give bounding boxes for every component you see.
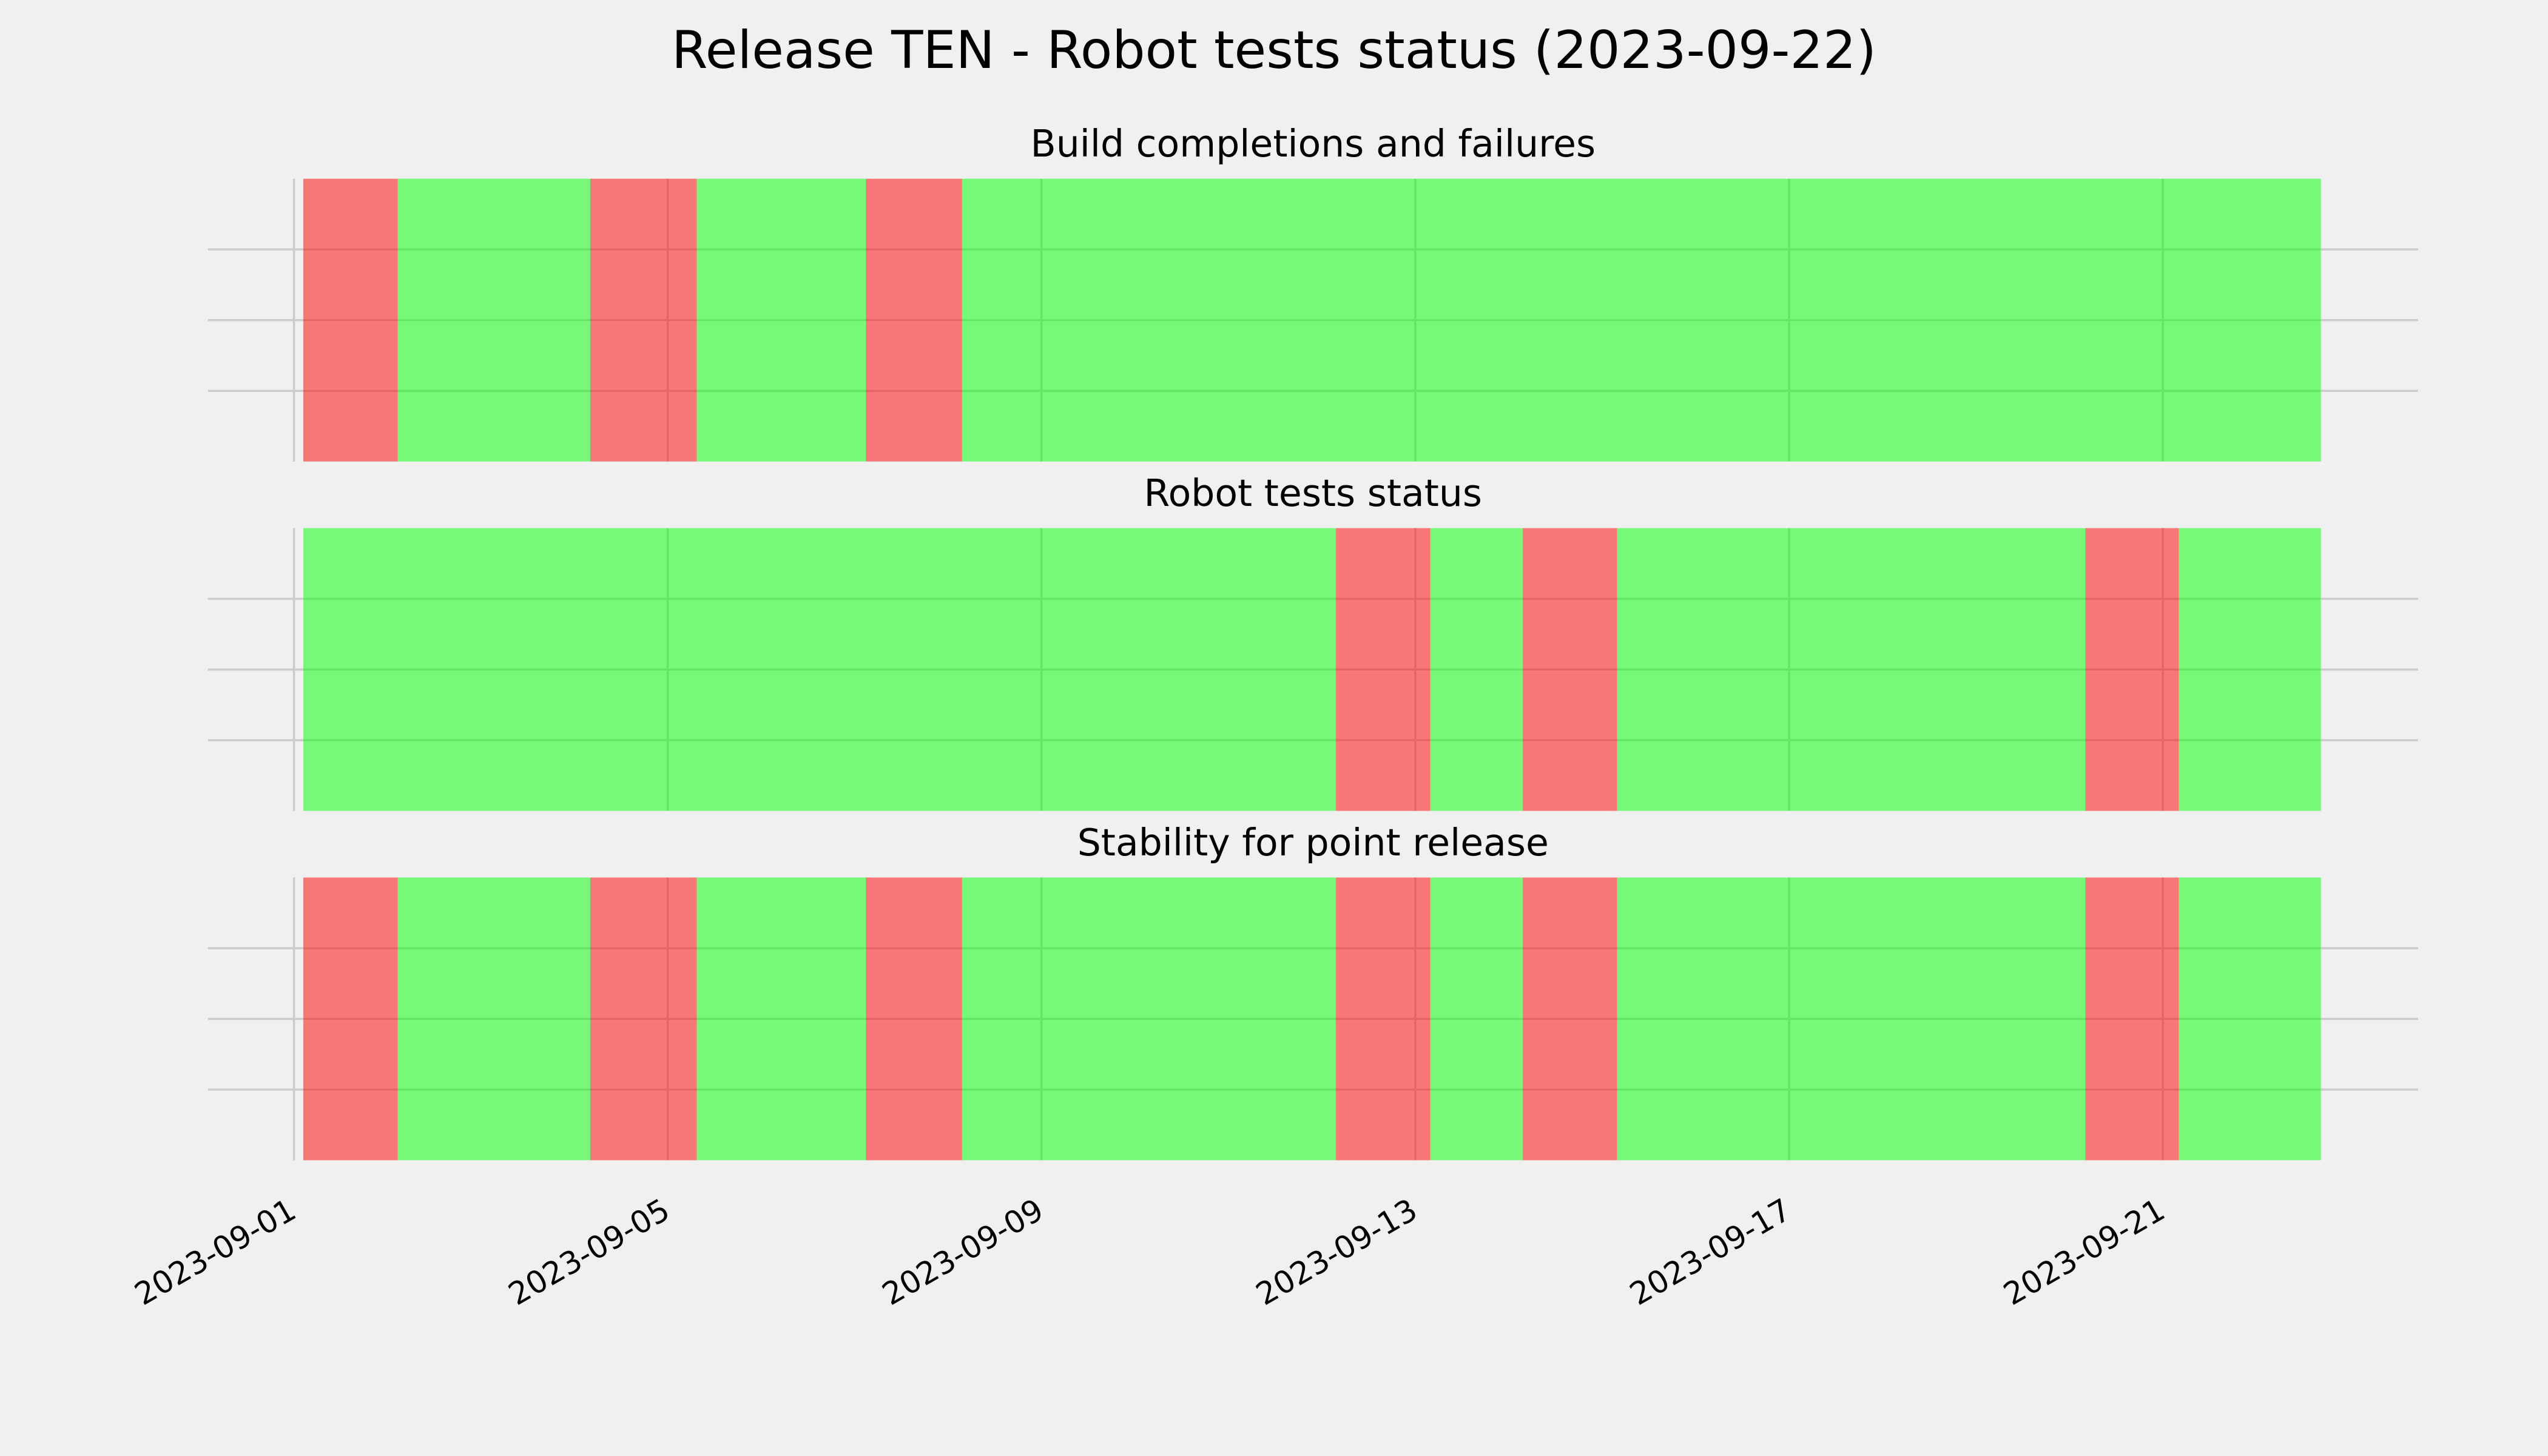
span xyxy=(696,877,866,1161)
span xyxy=(1430,877,1523,1161)
panel-title: Stability for point release xyxy=(1077,821,1549,864)
span xyxy=(2179,877,2321,1161)
span xyxy=(397,178,590,462)
span xyxy=(590,877,697,1161)
span xyxy=(962,877,1336,1161)
span xyxy=(303,178,398,462)
span xyxy=(2085,877,2179,1161)
span xyxy=(1617,528,2086,811)
figure-title: Release TEN - Robot tests status (2023-0… xyxy=(672,20,1876,81)
span xyxy=(397,877,590,1161)
span xyxy=(303,528,1336,811)
span xyxy=(1430,528,1523,811)
span xyxy=(1336,528,1431,811)
span xyxy=(1617,877,2086,1161)
span xyxy=(590,178,697,462)
span xyxy=(696,178,866,462)
panel-title: Robot tests status xyxy=(1144,471,1482,515)
span xyxy=(2085,528,2179,811)
span xyxy=(1336,877,1431,1161)
span xyxy=(866,877,962,1161)
span xyxy=(303,877,398,1161)
panel-title: Build completions and failures xyxy=(1030,122,1596,166)
span xyxy=(1523,877,1617,1161)
span xyxy=(866,178,962,462)
span xyxy=(962,178,2321,462)
span xyxy=(1523,528,1617,811)
span xyxy=(2179,528,2321,811)
